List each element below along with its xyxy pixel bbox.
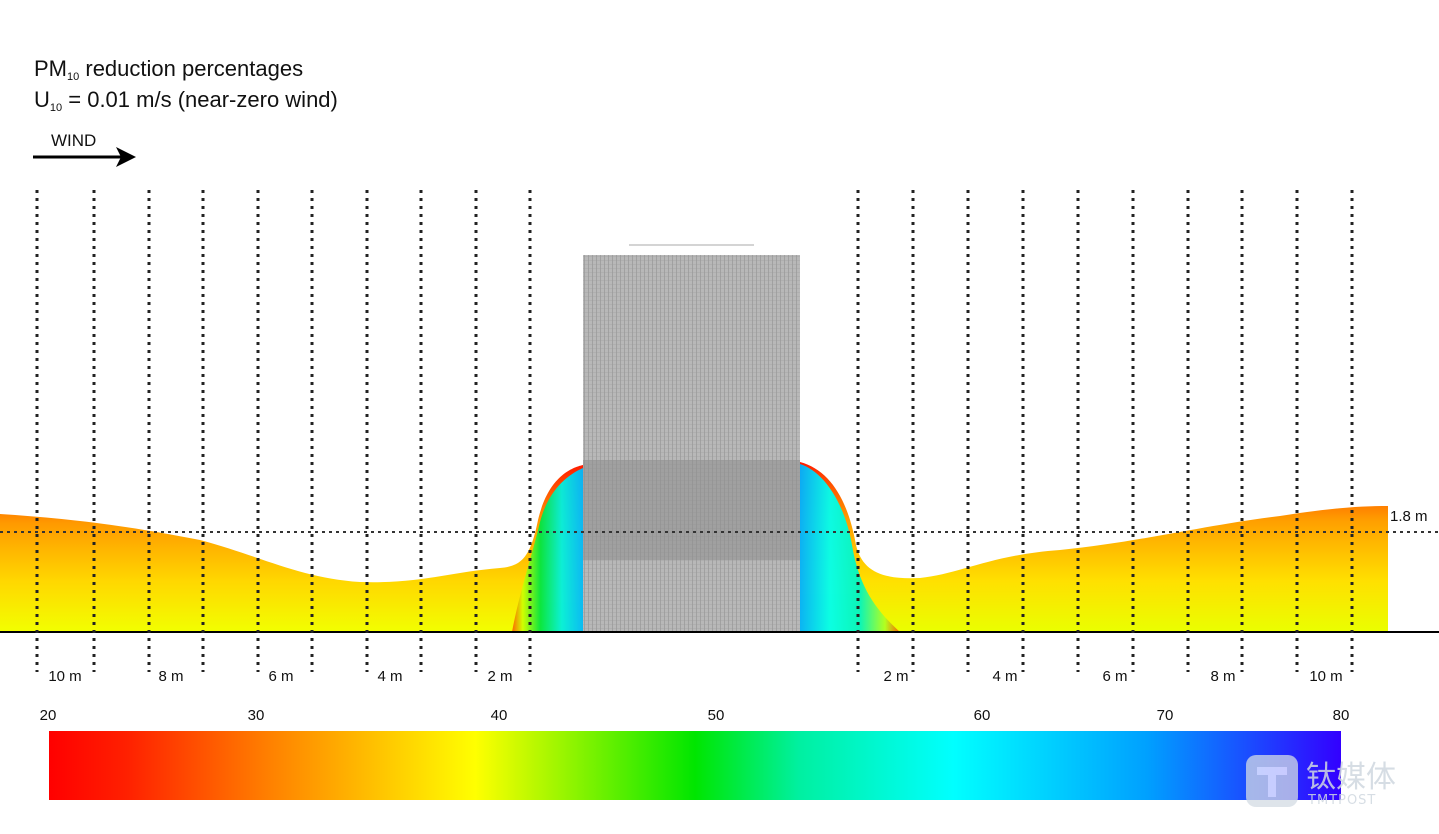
distance-label-left-8: 8 m [158, 668, 183, 685]
colorbar-tick-50: 50 [708, 707, 725, 724]
title-u-subscript: 10 [49, 102, 63, 114]
colorbar-tick-40: 40 [491, 707, 508, 724]
barrier-dense-band [583, 460, 800, 560]
tmtpost-logo-icon [1246, 755, 1298, 807]
distance-label-right-10: 10 m [1309, 668, 1342, 685]
distance-label-left-6: 6 m [268, 668, 293, 685]
title-reduction-text: reduction percentages [79, 56, 304, 81]
barrier-mesh [583, 255, 800, 632]
right-sample-lines [856, 190, 1354, 672]
wind-arrow-icon [33, 147, 136, 167]
distance-label-right-8: 8 m [1210, 668, 1235, 685]
right-plume [800, 464, 900, 632]
title-wind-speed-text: = 0.01 m/s (near-zero wind) [62, 87, 338, 112]
title-pm: PM [34, 56, 67, 81]
distance-label-left-4: 4 m [377, 668, 402, 685]
title-pm-subscript: 10 [67, 71, 80, 83]
distance-label-right-2: 2 m [883, 668, 908, 685]
watermark-cn: 钛媒体 [1306, 760, 1396, 795]
height-marker-label: 1.8 m [1390, 508, 1428, 525]
left-concentration-field [0, 465, 583, 632]
colorbar-tick-30: 30 [248, 707, 265, 724]
distance-label-right-4: 4 m [992, 668, 1017, 685]
colorbar-tick-20: 20 [40, 707, 57, 724]
title-line-1: PM10 reduction percentages [34, 56, 303, 83]
distance-label-right-6: 6 m [1102, 668, 1127, 685]
left-plume [512, 468, 583, 632]
watermark-en: TMTPOST [1307, 793, 1376, 808]
title-u: U [34, 87, 50, 112]
distance-label-left-10: 10 m [48, 668, 81, 685]
right-concentration-field [800, 462, 1388, 632]
colorbar-tick-80: 80 [1333, 707, 1350, 724]
left-sample-lines [35, 190, 532, 672]
colorbar [49, 731, 1341, 800]
title-line-2: U10 = 0.01 m/s (near-zero wind) [34, 87, 338, 114]
wind-label: WIND [51, 131, 97, 150]
distance-label-left-2: 2 m [487, 668, 512, 685]
colorbar-tick-70: 70 [1157, 707, 1174, 724]
colorbar-tick-60: 60 [974, 707, 991, 724]
